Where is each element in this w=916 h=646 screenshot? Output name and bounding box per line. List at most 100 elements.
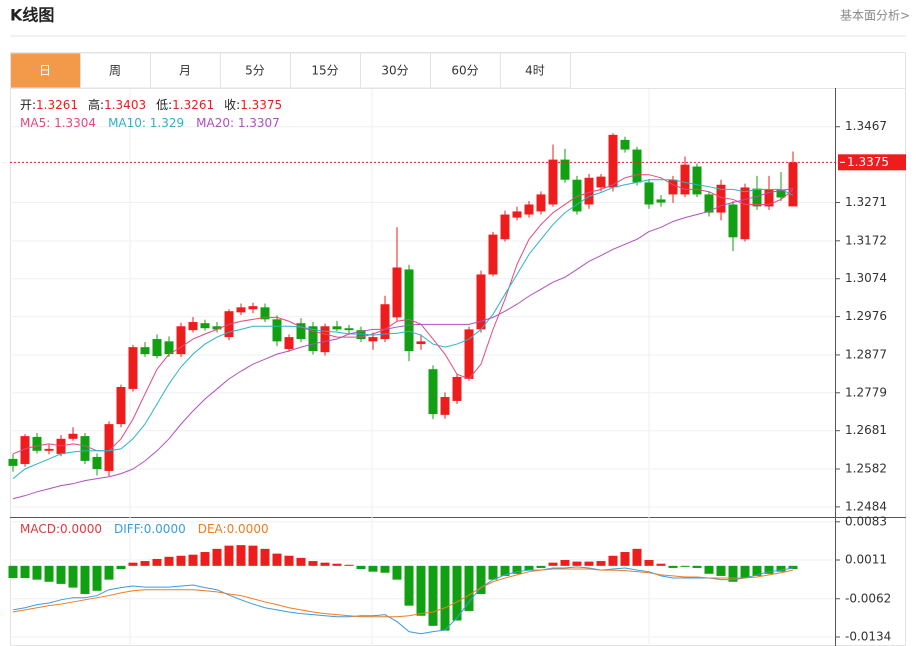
macd-legend-value: 0.0000 [227,522,269,536]
tab-label[interactable]: 4时 [525,64,545,78]
macd-bar [164,556,174,566]
diff-line [12,566,794,635]
candle-body [644,182,654,205]
candle-body [104,424,114,471]
macd-bar [500,565,510,576]
macd-bar [176,555,186,566]
candle-body [44,448,54,451]
candle-body [392,267,402,318]
candle-body [320,326,330,353]
tab[interactable] [10,52,81,89]
candle-body [176,326,186,355]
widget-title: K线图 [10,6,54,25]
macd-bar [788,565,798,570]
y-tick-label: 1.2877 [845,347,887,361]
candle-body [536,194,546,212]
candle-body [380,304,390,340]
macd-bar [524,565,534,571]
macd-bar [716,565,726,576]
candle-body [80,436,90,461]
macd-bar [320,562,330,566]
candle-body [452,376,462,401]
candle-body [464,329,474,379]
ma-legend-label: MA5: [20,116,54,130]
candle-body [440,397,450,415]
candle-body [32,436,42,451]
macd-bar [80,565,90,594]
tab-label[interactable]: 日 [39,64,51,78]
tab-label[interactable]: 15分 [311,64,338,78]
macd-bar [20,565,30,579]
macd-bar [452,565,462,621]
macd-legend-value: 0.0000 [60,522,102,536]
candle-body [68,433,78,439]
tab[interactable] [500,52,571,89]
macd-bar [104,565,114,580]
tab-label[interactable]: 60分 [451,64,478,78]
macd-bar [380,565,390,573]
macd-bar [308,561,318,566]
macd-bar [596,561,606,566]
macd-bar [620,552,630,566]
candle-body [416,341,426,345]
candle-body [572,179,582,212]
candle-body [200,323,210,329]
tab[interactable] [80,52,151,89]
tab-label[interactable]: 月 [179,64,191,78]
macd-bar [608,555,618,566]
candle-body [524,204,534,215]
macd-bar [140,561,150,566]
macd-bar [416,565,426,616]
macd-bar [644,560,654,566]
tab[interactable] [290,52,361,89]
macd-bar [476,565,486,594]
candle-body [272,319,282,342]
ohlc-value: 1.3261 [36,98,78,112]
macd-legend-value: 0.0000 [144,522,186,536]
candle-body [188,322,198,331]
candle-body [596,176,606,188]
candle-body [356,330,366,340]
macd-bar [56,565,66,584]
candle-body [248,306,258,310]
ohlc-label: 收: [224,98,240,112]
macd-bar [776,565,786,572]
tab-label[interactable]: 30分 [381,64,408,78]
candle-body [128,347,138,389]
macd-bar [260,548,270,566]
candle-body [752,188,762,207]
candle-body [680,164,690,195]
macd-legend-label: DEA: [198,522,227,536]
ohlc-label: 高: [88,97,104,112]
y-tick-label: 1.2484 [845,499,887,513]
macd-bar [116,565,126,570]
macd-bar [224,545,234,566]
candle-body [692,166,702,195]
candle-body [608,134,618,188]
macd-bar [8,565,18,579]
macd-bar [584,561,594,566]
ma-legend-value: 1.3304 [54,116,96,130]
tab-label[interactable]: 周 [109,64,121,78]
macd-bar [32,565,42,580]
y-tick-label: 1.3074 [845,271,887,285]
y-tick-label: 1.2582 [845,461,887,475]
tab-label[interactable]: 5分 [245,64,265,78]
macd-bar [92,565,102,591]
macd-bar [188,554,198,566]
candle-body [116,386,126,425]
macd-bar [428,565,438,626]
macd-bar [344,564,354,566]
candle-body [164,341,174,355]
candle-body [404,269,414,352]
candle-body [500,214,510,240]
candle-body [764,189,774,207]
macd-y-tick-label: 0.0011 [845,553,887,567]
candle-body [56,438,66,454]
candle-body [428,369,438,415]
fundamental-link[interactable]: 基本面分析> [840,9,910,23]
ma-legend-label: MA20: [196,116,238,130]
macd-bar [692,565,702,568]
ma-line [12,174,794,455]
macd-bar [236,545,246,566]
